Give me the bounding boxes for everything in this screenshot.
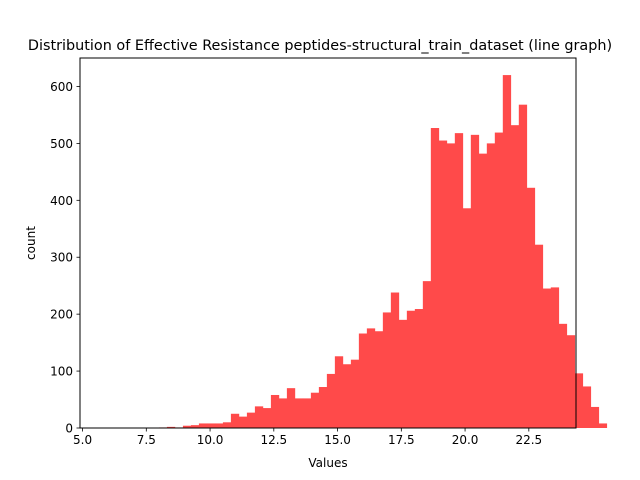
histogram-bar (350, 359, 360, 428)
y-tick-label: 200 (50, 308, 73, 322)
y-tick-label: 100 (50, 365, 73, 379)
y-axis: 0 100 200 300 400 500 600 (50, 80, 80, 436)
y-tick-label: 0 (65, 422, 73, 436)
x-tick-label: 17.5 (388, 433, 415, 447)
histogram-bar (478, 153, 488, 428)
histogram-bar (582, 386, 592, 428)
histogram-bar (398, 319, 408, 428)
histogram-bar (494, 132, 504, 429)
histogram-bar (382, 312, 392, 428)
histogram-bar (550, 287, 560, 428)
y-tick-label: 600 (50, 80, 73, 94)
histogram-bars (158, 75, 608, 429)
histogram-bar (462, 208, 472, 428)
chart-title: Distribution of Effective Resistance pep… (28, 38, 612, 54)
histogram-bar (334, 356, 344, 428)
histogram-bar (486, 143, 496, 428)
x-tick-label: 22.5 (515, 433, 542, 447)
histogram-bar (510, 125, 520, 429)
histogram-bar (534, 244, 544, 428)
histogram-bar (414, 309, 424, 428)
histogram-bar (190, 425, 200, 428)
x-axis-label: Values (308, 456, 347, 470)
histogram-bar (590, 406, 600, 428)
histogram-bar (366, 328, 376, 428)
histogram-bar (198, 423, 208, 428)
histogram-bar (246, 412, 256, 428)
histogram-bar (526, 187, 536, 428)
x-tick-label: 5.0 (73, 433, 92, 447)
histogram-bar (542, 288, 552, 428)
x-tick-label: 7.5 (137, 433, 156, 447)
histogram-bar (574, 373, 584, 428)
histogram-bar (222, 422, 232, 428)
histogram-bar (358, 333, 368, 428)
histogram-bar (262, 408, 272, 428)
y-axis-label: count (24, 226, 38, 260)
histogram-bar (278, 398, 288, 428)
x-tick-label: 15.0 (324, 433, 351, 447)
plot-frame (79, 57, 577, 429)
histogram-bar (326, 373, 336, 428)
histogram-bar (470, 134, 480, 428)
histogram-bar (438, 140, 448, 429)
histogram-bar (446, 143, 456, 428)
histogram-bar (166, 426, 176, 428)
histogram-bar (518, 104, 528, 428)
histogram-bar (430, 128, 440, 428)
histogram-bar (206, 423, 216, 428)
histogram-bar (214, 423, 224, 428)
histogram-bar (310, 392, 320, 428)
y-tick-label: 500 (50, 137, 73, 151)
x-tick-label: 12.5 (260, 433, 287, 447)
histogram-bar (286, 388, 296, 428)
histogram-bar (182, 425, 192, 428)
histogram-bar (230, 413, 240, 428)
x-tick-label: 20.0 (452, 433, 479, 447)
histogram-bar (598, 423, 608, 428)
histogram-bar (318, 387, 328, 428)
y-tick-label: 400 (50, 194, 73, 208)
histogram-bar (270, 394, 280, 428)
x-axis: 5.0 7.5 10.0 12.5 15.0 17.5 20.0 22.5 (73, 428, 542, 447)
histogram-bar (566, 335, 576, 428)
histogram-bar (342, 364, 352, 428)
histogram-bar (406, 310, 416, 428)
x-tick-label: 10.0 (197, 433, 224, 447)
histogram-bar (454, 133, 464, 428)
histogram-bar (374, 331, 384, 428)
histogram-bar (294, 398, 304, 428)
histogram-bar (302, 398, 312, 428)
histogram-bar (422, 281, 432, 428)
histogram-bar (254, 406, 264, 428)
histogram-bar (502, 75, 512, 429)
histogram-bar (238, 416, 248, 428)
histogram-bar (558, 323, 568, 428)
histogram-bar (390, 292, 400, 428)
y-tick-label: 300 (50, 251, 73, 265)
